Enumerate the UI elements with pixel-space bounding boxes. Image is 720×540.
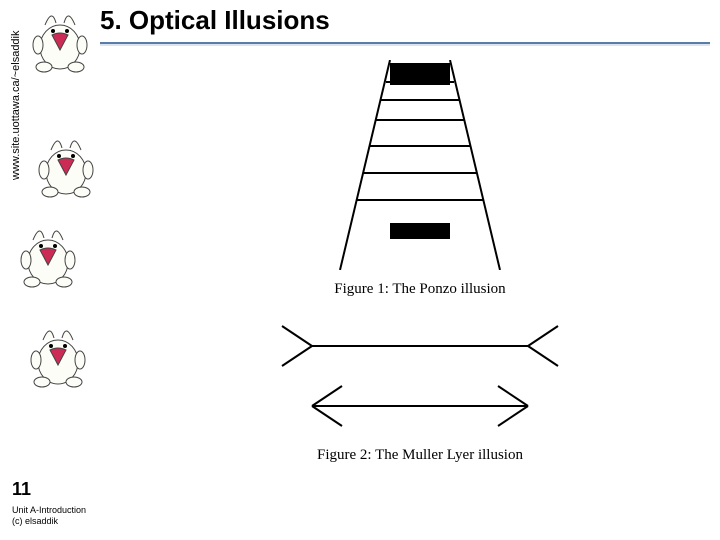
muller-lyer-figure: Figure 2: The Muller Lyer illusion bbox=[200, 316, 640, 464]
java-mascot-icon bbox=[36, 130, 96, 200]
slide-title: 5. Optical Illusions bbox=[100, 5, 710, 36]
footer-line2: (c) elsaddik bbox=[12, 516, 86, 528]
sidebar-url: www.site.uottawa.ca/~elsaddik bbox=[10, 31, 22, 181]
muller-lyer-caption: Figure 2: The Muller Lyer illusion bbox=[200, 447, 640, 464]
page-number: 11 bbox=[12, 479, 31, 500]
slide-header: 5. Optical Illusions bbox=[100, 5, 710, 46]
muller-lyer-illusion-svg bbox=[270, 316, 570, 436]
java-mascot-icon bbox=[18, 220, 78, 290]
content-area: Figure 1: The Ponzo illusion Figure 2: T… bbox=[200, 60, 640, 482]
footer-text: Unit A-Introduction (c) elsaddik bbox=[12, 505, 86, 528]
ponzo-illusion-svg bbox=[290, 60, 550, 270]
footer-line1: Unit A-Introduction bbox=[12, 505, 86, 517]
java-mascot-icon bbox=[30, 5, 90, 75]
ponzo-caption: Figure 1: The Ponzo illusion bbox=[200, 281, 640, 298]
ponzo-figure: Figure 1: The Ponzo illusion bbox=[200, 60, 640, 298]
java-mascot-icon bbox=[28, 320, 88, 390]
accent-line bbox=[100, 42, 710, 46]
